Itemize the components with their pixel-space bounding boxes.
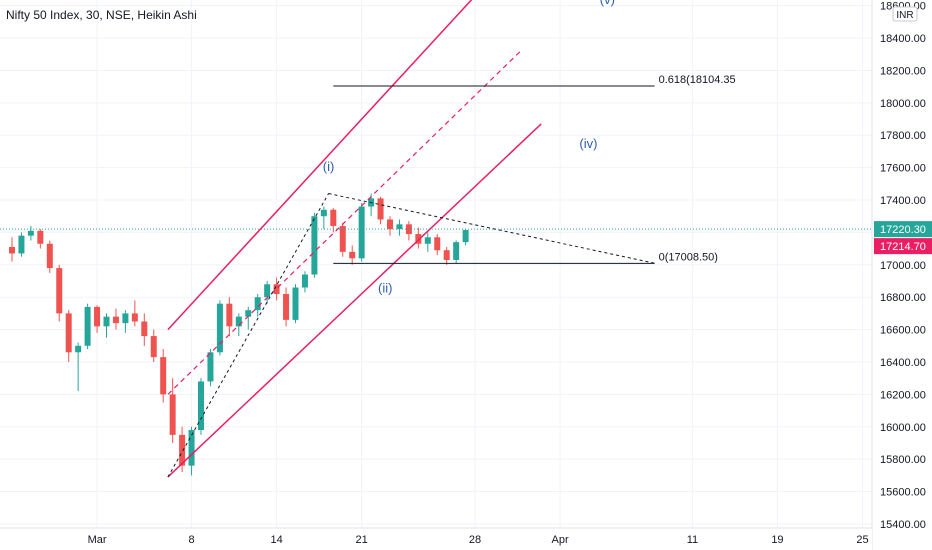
wave-label: (i) (323, 159, 335, 174)
candle-body (377, 198, 384, 220)
prev-close-badge (874, 238, 932, 255)
candle-body (254, 297, 261, 311)
wave-label: (iv) (579, 136, 597, 151)
candle-body (169, 394, 176, 435)
candle-body (56, 268, 63, 314)
candle-body (179, 434, 186, 466)
candle-body (46, 243, 53, 269)
candle-body (434, 237, 441, 251)
candle-body (94, 306, 101, 327)
candle-body (18, 235, 25, 254)
price-tick-label: 18200.00 (880, 65, 926, 77)
dotted-trend-line (328, 193, 655, 264)
channel-median-line (167, 48, 523, 395)
time-tick-label: 25 (856, 534, 868, 546)
last-price-label: 17220.30 (880, 224, 926, 236)
candle-body (283, 293, 290, 320)
candle-body (37, 230, 44, 244)
candle-body (216, 303, 223, 353)
wave-label: (v) (600, 0, 615, 7)
dotted-trend-line (167, 193, 330, 478)
candle-body (339, 225, 346, 252)
candle-body (27, 230, 34, 236)
price-tick-label: 16600.00 (880, 325, 926, 337)
candle-body (264, 284, 271, 298)
time-tick-label: 8 (188, 534, 194, 546)
time-tick-label: 11 (687, 534, 698, 546)
candle-body (103, 316, 110, 327)
price-tick-label: 16200.00 (880, 389, 926, 401)
price-tick-label: 18000.00 (880, 98, 926, 110)
candle-body (396, 224, 403, 230)
candle-body (330, 209, 337, 226)
time-tick-label: 19 (771, 534, 783, 546)
fib-level-label: 0(17008.50) (659, 251, 718, 263)
channel-upper-line (167, 0, 473, 331)
candle-body (65, 313, 72, 353)
candle-body (311, 216, 318, 275)
fib-level-label: 0.618(18104.35 (659, 74, 736, 86)
time-tick-label: 14 (270, 534, 282, 546)
candle-body (122, 313, 129, 324)
candle-body (226, 303, 233, 327)
candle-body (415, 234, 422, 244)
candle-body (349, 251, 356, 259)
candle-body (453, 242, 460, 260)
time-tick-label: 28 (469, 534, 481, 546)
candle-body (443, 250, 450, 260)
currency-badge[interactable]: INR (892, 6, 918, 22)
grid (0, 0, 872, 528)
price-tick-label: 17600.00 (880, 163, 926, 175)
last-price-badge (874, 221, 932, 238)
candle-body (9, 246, 15, 254)
time-tick-label: Mar (88, 534, 107, 546)
price-tick-label: 17400.00 (880, 195, 926, 207)
price-tick-label: 17000.00 (880, 260, 926, 272)
time-tick-label: 21 (356, 534, 368, 546)
candle-body (160, 357, 167, 395)
candle-body (387, 219, 393, 230)
price-tick-label: 16800.00 (880, 292, 926, 304)
price-tick-label: 16000.00 (880, 422, 926, 434)
price-tick-label: 17800.00 (880, 130, 926, 142)
candle-body (198, 381, 204, 431)
candle-body (131, 313, 138, 322)
candle-body (273, 284, 280, 294)
price-tick-label: 15600.00 (880, 487, 926, 499)
candle-body (141, 321, 148, 337)
candle-body (320, 209, 327, 217)
candle-body (84, 306, 91, 346)
price-tick-label: 15400.00 (880, 519, 926, 531)
price-tick-label: 18400.00 (880, 33, 926, 45)
candle-body (424, 237, 431, 244)
channel-lower-line (167, 123, 542, 478)
candle-body (112, 316, 119, 324)
currency-label: INR (896, 10, 913, 21)
time-tick-label: Apr (552, 534, 569, 546)
drawings: 0.618(18104.35 0(17008.50) (i) (ii) (iv) (v) (0, 0, 872, 478)
prev-close-label: 17214.70 (880, 241, 926, 253)
candles (9, 193, 469, 476)
candle-body (301, 274, 308, 288)
candle-body (150, 336, 157, 358)
candle-body (462, 229, 469, 243)
candle-body (358, 206, 365, 259)
wave-label: (ii) (378, 280, 392, 295)
symbol-title[interactable]: Nifty 50 Index, 30, NSE, Heikin Ashi (6, 8, 197, 22)
candle-body (207, 352, 214, 382)
candle-body (292, 287, 299, 320)
candle-body (75, 345, 82, 353)
price-axis[interactable]: 15400.00 15600.00 15800.00 16000.00 16200.00… (871, 0, 932, 550)
price-tick-label: 16400.00 (880, 357, 926, 369)
candle-body (235, 316, 242, 327)
candle-body (245, 310, 252, 317)
candle-body (188, 430, 195, 466)
time-axis[interactable]: Mar 8 14 21 28 Apr 11 19 25 (0, 527, 872, 550)
price-tick-label: 15800.00 (880, 454, 926, 466)
